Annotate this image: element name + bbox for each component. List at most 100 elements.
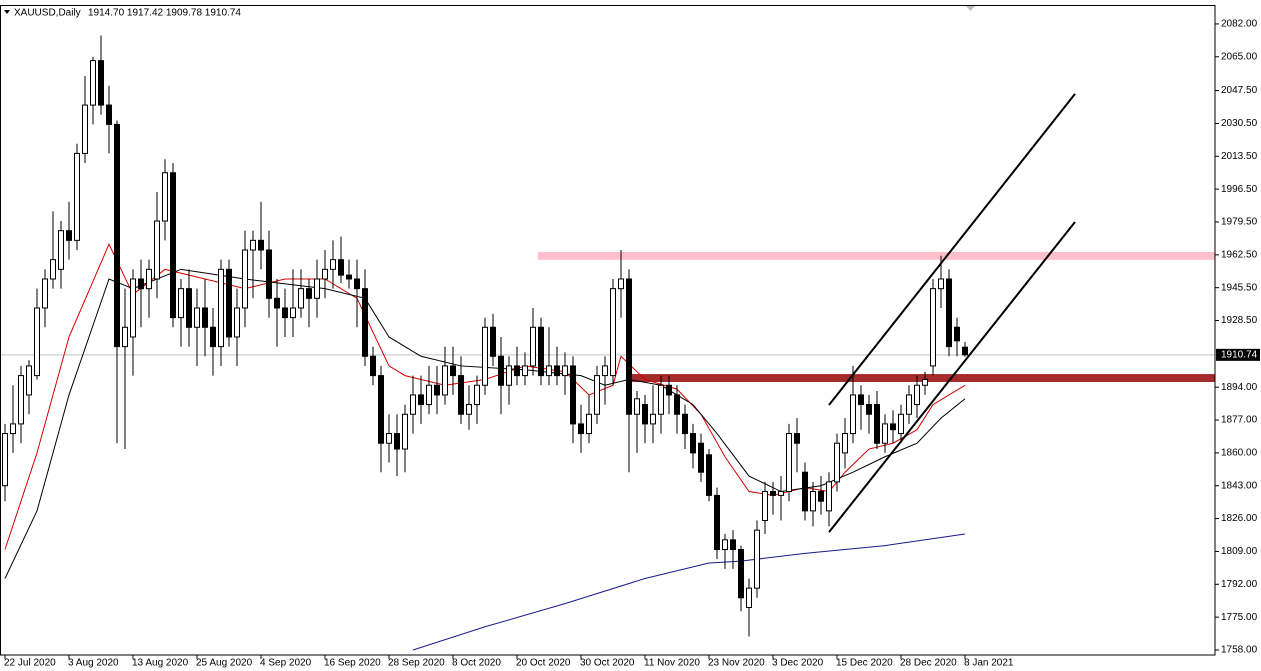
y-tick-label: 1775.00 <box>1221 612 1258 623</box>
candle-body <box>202 307 208 328</box>
candle-body <box>866 404 872 415</box>
candle-body <box>538 326 544 377</box>
candle-body <box>618 278 624 290</box>
candle-body <box>242 249 248 309</box>
y-tick-label: 1894.00 <box>1221 382 1258 393</box>
candle-body <box>834 442 840 483</box>
candle-body <box>850 394 856 435</box>
candle-body <box>626 278 632 415</box>
candle-body <box>146 268 152 290</box>
candle-body <box>882 423 888 444</box>
candle-body <box>98 60 104 106</box>
candle-body <box>562 365 568 377</box>
candle-body <box>898 413 904 435</box>
candle-body <box>506 365 512 386</box>
last-price-box <box>1216 348 1260 361</box>
candle-body <box>114 123 120 348</box>
candle-body <box>154 220 160 280</box>
candle-body <box>610 288 616 377</box>
candle-body <box>514 365 520 377</box>
y-tick-label: 1945.50 <box>1221 282 1258 293</box>
candle-body <box>930 288 936 367</box>
candle-body <box>378 375 384 444</box>
candle-body <box>466 404 472 415</box>
candle-body <box>698 442 704 473</box>
candle-body <box>530 326 536 367</box>
candle-body <box>106 104 112 125</box>
y-tick-label: 2030.50 <box>1221 118 1258 129</box>
candle-body <box>954 326 960 342</box>
candle-body <box>826 481 832 512</box>
candle-body <box>962 346 968 356</box>
candle-body <box>178 288 184 319</box>
candle-body <box>690 433 696 454</box>
candle-body <box>794 433 800 444</box>
x-tick-label: 30 Oct 2020 <box>580 658 635 669</box>
y-tick-label: 1860.00 <box>1221 448 1258 459</box>
x-tick-label: 15 Dec 2020 <box>836 658 893 669</box>
candle-body <box>450 365 456 377</box>
candle-body <box>298 288 304 309</box>
candle-body <box>706 454 712 496</box>
candle-body <box>58 230 64 270</box>
candle-body <box>18 375 24 425</box>
y-tick-label: 1996.50 <box>1221 184 1258 195</box>
menu-arrow[interactable] <box>4 10 10 14</box>
candle-body <box>474 384 480 406</box>
candle-body <box>306 288 312 299</box>
candle-body <box>218 268 224 348</box>
x-tick-label: 22 Jul 2020 <box>4 658 56 669</box>
candle-body <box>802 471 808 512</box>
y-tick-label: 1962.50 <box>1221 249 1258 260</box>
candle-body <box>762 491 768 522</box>
candle-body <box>258 239 264 251</box>
candle-body <box>186 288 192 328</box>
candle-body <box>330 259 336 270</box>
candle-body <box>682 413 688 435</box>
x-tick-label: 13 Aug 2020 <box>132 658 189 669</box>
y-tick-label: 2065.00 <box>1221 51 1258 62</box>
candle-body <box>778 491 784 496</box>
candle-body <box>890 423 896 431</box>
candle-body <box>426 384 432 406</box>
candle-body <box>938 278 944 290</box>
candle-body <box>418 394 424 406</box>
candle-body <box>858 394 864 406</box>
candle-body <box>26 365 32 396</box>
candle-body <box>666 384 672 396</box>
last-price-label: 1910.74 <box>1221 349 1258 360</box>
candle-body <box>498 355 504 386</box>
candle-body <box>770 491 776 496</box>
candle-body <box>354 278 360 290</box>
candle-body <box>10 423 16 435</box>
candle-body <box>922 378 928 386</box>
candle-body <box>90 60 96 106</box>
candle-body <box>226 268 232 338</box>
candle-body <box>362 288 368 357</box>
candle-body <box>170 172 176 319</box>
plot-frame <box>0 5 1216 656</box>
candle-body <box>786 433 792 493</box>
candle-body <box>442 365 448 396</box>
candle-body <box>554 365 560 377</box>
moving-average <box>412 533 966 651</box>
candle-body <box>570 365 576 425</box>
candle-body <box>194 307 200 328</box>
candle-body <box>490 326 496 357</box>
candle-body <box>82 104 88 154</box>
candle-body <box>458 375 464 415</box>
x-tick-label: 25 Aug 2020 <box>196 658 253 669</box>
y-tick-label: 1826.00 <box>1221 513 1258 524</box>
y-tick-label: 2082.00 <box>1221 19 1258 30</box>
candle-body <box>754 529 760 589</box>
candle-body <box>322 268 328 280</box>
x-tick-label: 8 Jan 2021 <box>964 658 1014 669</box>
candle-body <box>34 307 40 377</box>
y-tick-label: 1979.50 <box>1221 217 1258 228</box>
candle-body <box>634 398 640 415</box>
y-tick-label: 2047.50 <box>1221 85 1258 96</box>
x-tick-label: 4 Sep 2020 <box>260 658 312 669</box>
price-zone <box>628 374 1215 382</box>
